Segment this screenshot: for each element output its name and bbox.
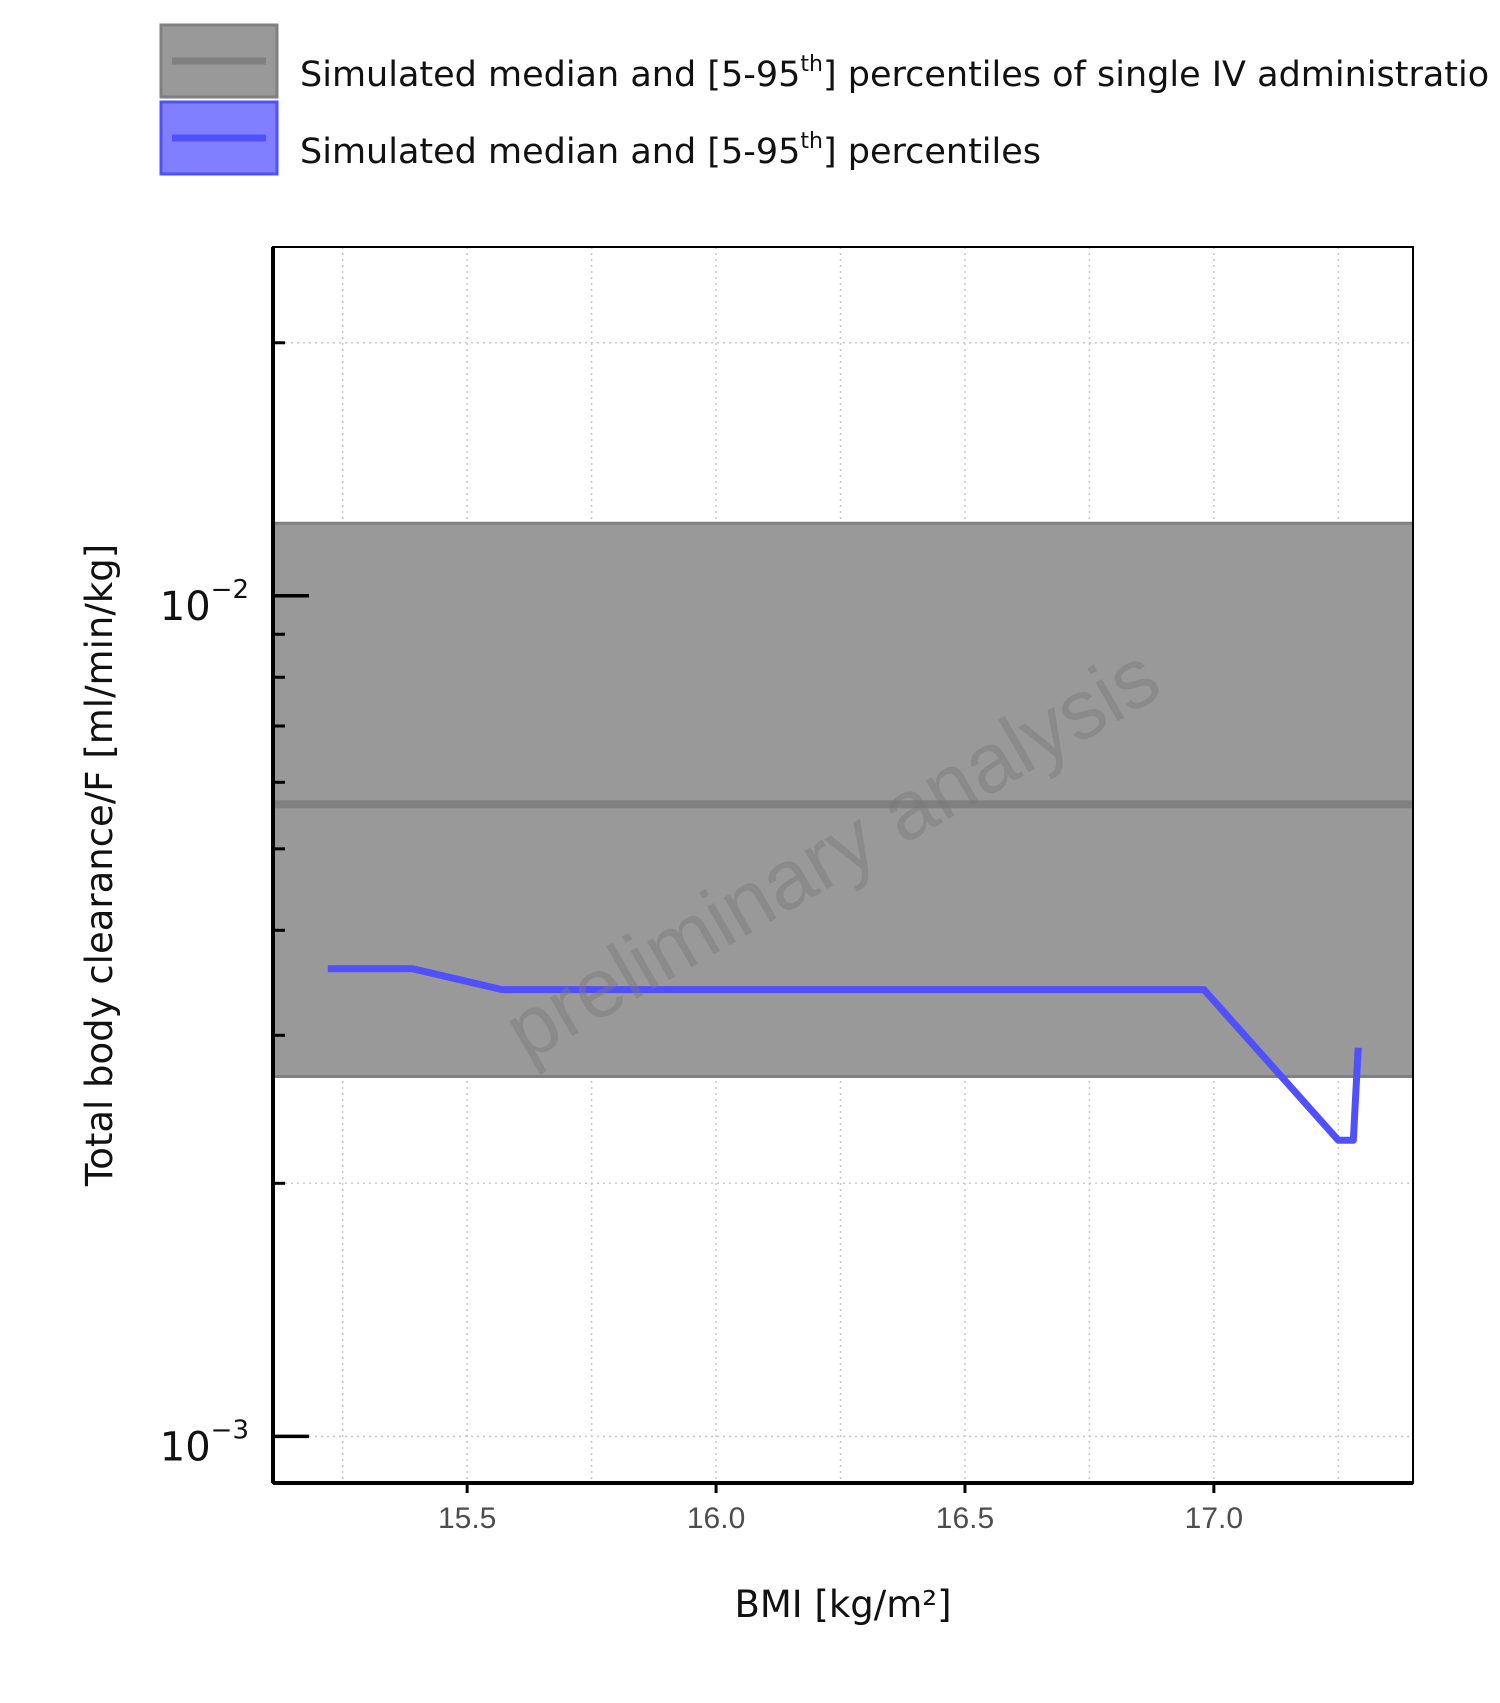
y-axis-ticks: 10−2 10−3	[160, 341, 309, 1470]
legend-item-simulated: Simulated median and [5-95th] percentile…	[159, 100, 1041, 176]
series-line-0	[327, 965, 1362, 1144]
legend-label-simulated: Simulated median and [5-95th] percentile…	[300, 129, 1041, 172]
y-axis-title: Total body clearance/F [ml/min/kg]	[78, 544, 121, 1187]
x-tick-label-3: 17.0	[1185, 1502, 1243, 1535]
x-tick-label-1: 16.0	[687, 1502, 745, 1535]
x-tick-label-2: 16.5	[936, 1502, 994, 1535]
legend: Simulated median and [5-95th] percentile…	[159, 23, 1489, 176]
percentile-band	[273, 521, 1413, 1078]
y-tick-label-0: 10−2	[160, 575, 249, 630]
legend-label-iv: Simulated median and [5-95th] percentile…	[300, 52, 1489, 95]
x-axis-ticks: 15.5 16.0 16.5 17.0	[438, 1483, 1243, 1535]
y-tick-label-1: 10−3	[160, 1415, 249, 1470]
series-lines	[327, 965, 1362, 1144]
x-axis-title: BMI [kg/m²]	[734, 1583, 951, 1626]
percentile-band-fill	[273, 523, 1413, 1077]
legend-item-iv: Simulated median and [5-95th] percentile…	[159, 23, 1489, 99]
x-tick-label-0: 15.5	[438, 1502, 496, 1535]
